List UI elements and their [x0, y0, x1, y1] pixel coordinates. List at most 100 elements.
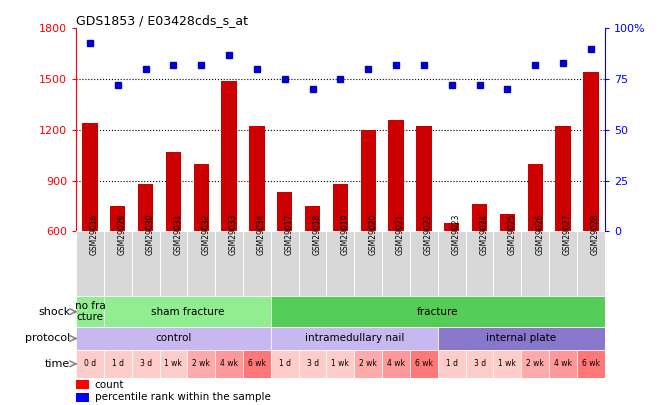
- Text: GSM29022: GSM29022: [424, 214, 433, 255]
- Text: no fra
cture: no fra cture: [75, 301, 105, 322]
- Bar: [215, 231, 243, 296]
- Bar: [132, 231, 159, 296]
- Text: intramedullary nail: intramedullary nail: [305, 333, 404, 343]
- Text: 3 d: 3 d: [473, 359, 486, 368]
- Bar: [583, 72, 599, 231]
- Bar: [416, 126, 432, 231]
- Bar: [494, 350, 522, 377]
- Bar: [104, 296, 271, 327]
- Bar: [76, 231, 104, 296]
- Bar: [549, 231, 577, 296]
- Bar: [332, 184, 348, 231]
- Text: internal plate: internal plate: [486, 333, 557, 343]
- Text: 4 wk: 4 wk: [220, 359, 238, 368]
- Bar: [76, 327, 271, 350]
- Text: GSM29030: GSM29030: [145, 214, 155, 255]
- Text: GSM29019: GSM29019: [340, 214, 350, 255]
- Bar: [577, 350, 605, 377]
- Bar: [382, 350, 410, 377]
- Text: fracture: fracture: [417, 307, 459, 317]
- Bar: [438, 327, 605, 350]
- Bar: [221, 81, 237, 231]
- Bar: [110, 206, 126, 231]
- Bar: [438, 350, 465, 377]
- Bar: [76, 350, 104, 377]
- Bar: [555, 126, 570, 231]
- Bar: [472, 204, 487, 231]
- Text: GSM29034: GSM29034: [257, 214, 266, 255]
- Bar: [494, 231, 522, 296]
- Text: GSM29033: GSM29033: [229, 214, 238, 255]
- Text: 1 d: 1 d: [112, 359, 124, 368]
- Bar: [243, 231, 271, 296]
- Bar: [194, 164, 209, 231]
- Text: 3 d: 3 d: [307, 359, 319, 368]
- Bar: [527, 164, 543, 231]
- Bar: [76, 393, 89, 402]
- Text: GSM29031: GSM29031: [173, 214, 182, 255]
- Bar: [271, 296, 605, 327]
- Bar: [465, 350, 494, 377]
- Text: GSM29018: GSM29018: [313, 214, 322, 255]
- Text: GSM29028: GSM29028: [591, 214, 600, 255]
- Text: GSM29024: GSM29024: [480, 214, 488, 255]
- Bar: [354, 350, 382, 377]
- Text: control: control: [155, 333, 192, 343]
- Bar: [522, 350, 549, 377]
- Bar: [327, 231, 354, 296]
- Text: 2 wk: 2 wk: [360, 359, 377, 368]
- Bar: [104, 350, 132, 377]
- Text: 4 wk: 4 wk: [554, 359, 572, 368]
- Text: GDS1853 / E03428cds_s_at: GDS1853 / E03428cds_s_at: [76, 14, 248, 27]
- Text: 1 wk: 1 wk: [165, 359, 182, 368]
- Text: GSM29016: GSM29016: [90, 214, 99, 255]
- Text: 3 d: 3 d: [139, 359, 151, 368]
- Bar: [410, 231, 438, 296]
- Bar: [277, 192, 292, 231]
- Bar: [243, 350, 271, 377]
- Text: GSM29021: GSM29021: [396, 214, 405, 255]
- Text: 6 wk: 6 wk: [248, 359, 266, 368]
- Bar: [465, 231, 494, 296]
- Bar: [104, 231, 132, 296]
- Bar: [354, 231, 382, 296]
- Bar: [166, 152, 181, 231]
- Text: GSM29027: GSM29027: [563, 214, 572, 255]
- Bar: [410, 350, 438, 377]
- Bar: [382, 231, 410, 296]
- Text: 1 wk: 1 wk: [498, 359, 516, 368]
- Bar: [438, 231, 465, 296]
- Text: percentile rank within the sample: percentile rank within the sample: [95, 392, 270, 403]
- Text: 0 d: 0 d: [84, 359, 96, 368]
- Bar: [500, 214, 515, 231]
- Text: 4 wk: 4 wk: [387, 359, 405, 368]
- Bar: [159, 350, 187, 377]
- Bar: [299, 231, 327, 296]
- Text: 6 wk: 6 wk: [415, 359, 433, 368]
- Bar: [215, 350, 243, 377]
- Text: time: time: [45, 359, 71, 369]
- Text: sham fracture: sham fracture: [151, 307, 224, 317]
- Text: GSM29023: GSM29023: [451, 214, 461, 255]
- Text: 2 wk: 2 wk: [192, 359, 210, 368]
- Text: shock: shock: [38, 307, 71, 317]
- Bar: [444, 223, 459, 231]
- Bar: [271, 327, 438, 350]
- Bar: [389, 119, 404, 231]
- Bar: [159, 231, 187, 296]
- Bar: [76, 296, 104, 327]
- Bar: [76, 380, 89, 389]
- Bar: [187, 350, 215, 377]
- Bar: [577, 231, 605, 296]
- Text: GSM29020: GSM29020: [368, 214, 377, 255]
- Text: GSM29032: GSM29032: [201, 214, 210, 255]
- Bar: [305, 206, 320, 231]
- Text: GSM29029: GSM29029: [118, 214, 127, 255]
- Text: protocol: protocol: [25, 333, 71, 343]
- Bar: [249, 126, 264, 231]
- Bar: [271, 350, 299, 377]
- Bar: [138, 184, 153, 231]
- Text: 2 wk: 2 wk: [526, 359, 544, 368]
- Bar: [549, 350, 577, 377]
- Bar: [187, 231, 215, 296]
